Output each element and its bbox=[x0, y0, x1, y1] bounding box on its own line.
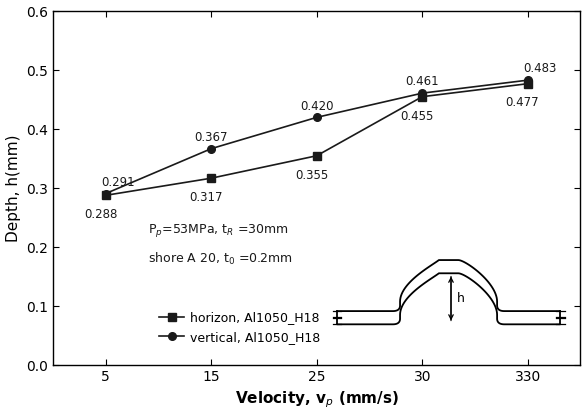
Text: 0.461: 0.461 bbox=[406, 75, 439, 89]
Text: 0.455: 0.455 bbox=[400, 110, 434, 123]
Legend: horizon, Al1050_H18, vertical, Al1050_H18: horizon, Al1050_H18, vertical, Al1050_H1… bbox=[154, 306, 326, 349]
Text: P$_p$=53MPa, t$_R$ =30mm: P$_p$=53MPa, t$_R$ =30mm bbox=[148, 222, 289, 239]
X-axis label: Velocity, v$_p$ (mm/s): Velocity, v$_p$ (mm/s) bbox=[234, 390, 398, 411]
Text: 0.367: 0.367 bbox=[195, 131, 228, 144]
Text: 0.355: 0.355 bbox=[295, 169, 328, 182]
Text: 0.291: 0.291 bbox=[101, 176, 135, 189]
Text: 0.317: 0.317 bbox=[189, 191, 223, 204]
Text: 0.483: 0.483 bbox=[524, 62, 557, 75]
Text: shore A 20, t$_0$ =0.2mm: shore A 20, t$_0$ =0.2mm bbox=[148, 251, 293, 267]
Text: 0.477: 0.477 bbox=[506, 96, 539, 109]
Text: 0.420: 0.420 bbox=[300, 100, 333, 113]
Text: 0.288: 0.288 bbox=[84, 208, 117, 221]
Y-axis label: Depth, h(mm): Depth, h(mm) bbox=[5, 134, 21, 242]
